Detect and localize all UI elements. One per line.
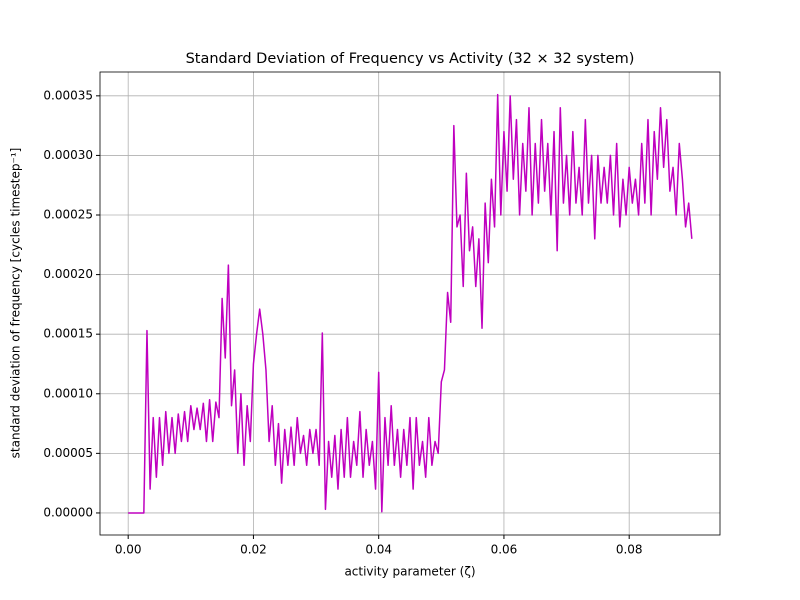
x-tick-label: 0.04 xyxy=(365,543,392,557)
y-tick-label: 0.00035 xyxy=(43,88,93,102)
y-tick-label: 0.00010 xyxy=(43,386,93,400)
y-tick-label: 0.00005 xyxy=(43,446,93,460)
y-axis-label: standard deviation of frequency [cycles … xyxy=(9,148,23,459)
x-tick-label: 0.00 xyxy=(115,543,142,557)
chart-title: Standard Deviation of Frequency vs Activ… xyxy=(186,51,635,67)
plot-frame xyxy=(99,71,721,536)
x-tick-label: 0.08 xyxy=(616,543,643,557)
y-tick-label: 0.00030 xyxy=(43,148,93,162)
y-tick-label: 0.00000 xyxy=(43,505,93,519)
x-tick-label: 0.06 xyxy=(491,543,518,557)
y-tick-label: 0.00025 xyxy=(43,208,93,222)
data-line xyxy=(128,93,693,514)
x-tick-label: 0.02 xyxy=(240,543,267,557)
y-tick-label: 0.00020 xyxy=(43,267,93,281)
y-tick-label: 0.00015 xyxy=(43,327,93,341)
x-axis-label: activity parameter (ζ) xyxy=(344,565,475,579)
